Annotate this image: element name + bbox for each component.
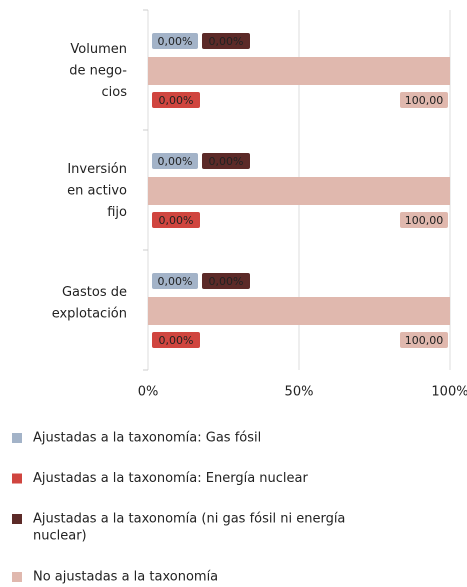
value-label-bg <box>152 212 200 228</box>
value-label: 100,00 <box>405 334 444 347</box>
value-label-bg <box>202 273 250 289</box>
value-label: 0,00% <box>158 275 193 288</box>
value-label: 0,00% <box>158 155 193 168</box>
category-label: en activo <box>67 184 127 199</box>
value-label: 0,00% <box>209 35 244 48</box>
legend-label: Ajustadas a la taxonomía: Gas fósil <box>33 431 261 446</box>
category-label: cios <box>102 85 128 100</box>
value-label-bg <box>152 33 198 49</box>
value-label-bg <box>202 153 250 169</box>
legend-label: nuclear) <box>33 529 87 544</box>
legend-label: Ajustadas a la taxonomía (ni gas fósil n… <box>33 512 345 527</box>
value-label: 100,00 <box>405 214 444 227</box>
legend-swatch <box>12 514 22 524</box>
category-label: Gastos de <box>62 285 127 300</box>
legend-swatch <box>12 572 22 582</box>
value-label: 0,00% <box>158 35 193 48</box>
value-label: 0,00% <box>209 275 244 288</box>
legend-label: No ajustadas a la taxonomía <box>33 570 218 585</box>
category-label: fijo <box>107 205 127 220</box>
bar <box>148 177 450 205</box>
value-label: 0,00% <box>159 214 194 227</box>
legend-swatch <box>12 473 22 484</box>
bar <box>148 57 450 85</box>
category-label: Inversión <box>67 162 127 177</box>
x-tick-label: 100% <box>431 385 467 400</box>
value-label-bg <box>400 212 448 228</box>
value-label: 100,00 <box>405 94 444 107</box>
value-label-bg <box>152 92 200 108</box>
value-label-bg <box>400 332 448 348</box>
value-label-bg <box>202 33 250 49</box>
legend-label: Ajustadas a la taxonomía: Energía nuclea… <box>33 471 309 486</box>
value-label: 0,00% <box>209 155 244 168</box>
value-label-bg <box>152 153 198 169</box>
x-tick-label: 0% <box>138 385 159 400</box>
value-label-bg <box>152 273 198 289</box>
value-label: 0,00% <box>159 334 194 347</box>
category-label: Volumen <box>70 42 127 57</box>
category-label: explotación <box>52 306 127 321</box>
value-label: 0,00% <box>159 94 194 107</box>
category-label: de nego- <box>69 64 127 79</box>
bar <box>148 297 450 325</box>
legend-swatch <box>12 433 22 443</box>
value-label-bg <box>400 92 448 108</box>
value-label-bg <box>152 332 200 348</box>
x-tick-label: 50% <box>285 385 314 400</box>
